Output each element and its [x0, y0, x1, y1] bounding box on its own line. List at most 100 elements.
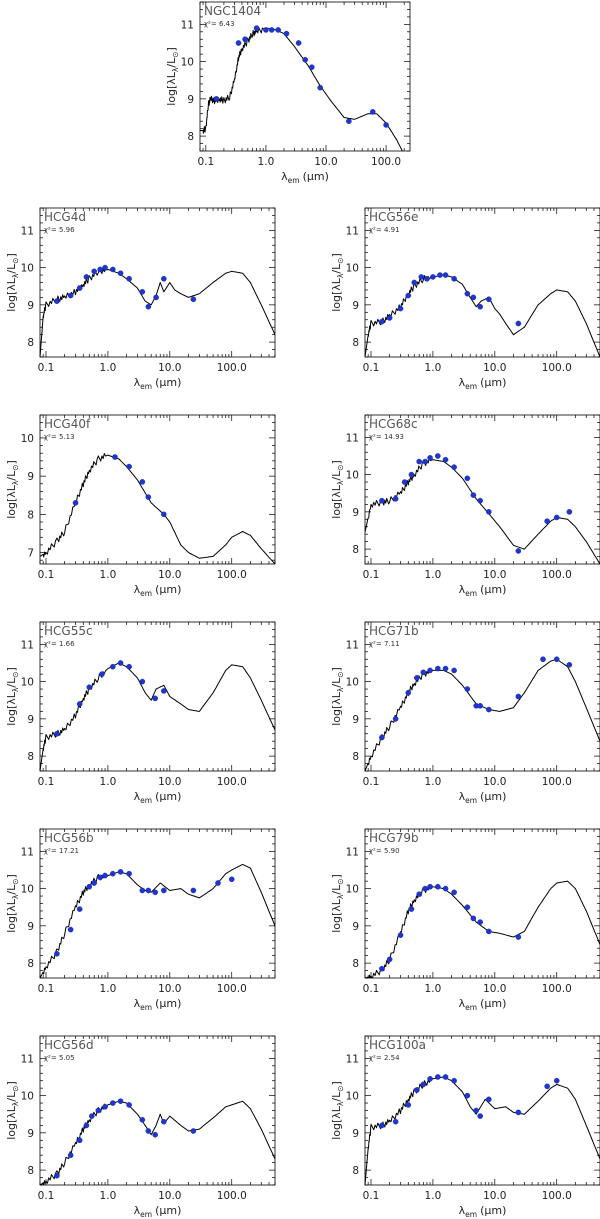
y-label-mid: /L — [330, 677, 343, 688]
y-label-sub1: λ — [336, 687, 345, 692]
y-label-sub2: ⊙ — [336, 1086, 345, 1092]
y-tick-label: 10 — [21, 263, 34, 275]
panel-title: HCG40f — [44, 417, 91, 431]
data-point — [515, 1109, 522, 1116]
x-tick-label: 0.1 — [38, 983, 55, 995]
data-point — [379, 734, 385, 741]
data-point — [435, 453, 441, 459]
data-point — [97, 266, 103, 273]
model-sed-line — [200, 27, 403, 151]
y-tick-label: 10 — [181, 57, 194, 69]
x-tick-label: 100.0 — [217, 1190, 247, 1202]
y-label-mid: /L — [330, 884, 343, 895]
x-label-subscript: em — [465, 382, 477, 391]
x-label-subscript: em — [465, 1210, 477, 1219]
x-tick-label: 10.0 — [483, 1190, 506, 1202]
y-label-mid: /L — [330, 263, 343, 274]
y-label-sub1: λ — [11, 273, 20, 278]
data-point — [161, 511, 167, 518]
x-tick-label: 100.0 — [542, 362, 572, 374]
chi-squared-label: χ²= 5.13 — [44, 433, 75, 441]
x-tick-label: 0.1 — [197, 156, 214, 168]
x-label-symbol: λ — [459, 1204, 466, 1217]
chi-squared-label: χ²= 7.11 — [369, 640, 400, 648]
x-label-symbol: λ — [134, 1204, 141, 1217]
plot-frame — [39, 621, 276, 772]
data-point — [76, 701, 83, 707]
y-label-end: ] — [5, 874, 18, 878]
data-point — [86, 684, 93, 690]
data-point — [67, 292, 74, 299]
data-point — [145, 303, 152, 310]
panel-title: HCG55c — [44, 624, 93, 638]
x-label-subscript: em — [140, 1003, 152, 1012]
y-label-sub1: λ — [11, 687, 20, 692]
x-tick-label: 0.1 — [363, 569, 380, 581]
data-point — [97, 874, 103, 881]
chi-squared-label: χ²= 2.54 — [369, 1054, 400, 1062]
y-label-sub2: ⊙ — [11, 465, 20, 471]
data-point — [416, 458, 422, 465]
x-label-subscript: em — [465, 1003, 477, 1012]
y-tick-label: 10 — [21, 433, 34, 445]
data-point — [139, 887, 146, 894]
y-label-mid: /L — [5, 1091, 18, 1102]
model-sed-line — [40, 267, 275, 357]
data-point — [268, 27, 275, 33]
model-sed-line — [365, 457, 600, 564]
data-point — [408, 906, 415, 912]
data-point — [190, 296, 197, 303]
x-label-symbol: λ — [134, 583, 141, 596]
x-label-symbol: λ — [459, 997, 466, 1010]
data-point — [435, 883, 441, 890]
x-tick-label: 0.1 — [38, 569, 55, 581]
model-sed-line — [365, 658, 600, 771]
data-point — [83, 1122, 90, 1129]
data-point — [464, 475, 471, 482]
data-point — [416, 891, 422, 897]
data-point — [379, 965, 385, 972]
x-label-symbol: λ — [134, 376, 141, 389]
data-point — [112, 454, 118, 460]
data-point — [275, 27, 281, 33]
data-point — [464, 904, 471, 911]
chi-squared-label: χ²= 4.91 — [369, 226, 400, 234]
data-point — [486, 509, 492, 515]
data-point — [110, 1100, 116, 1106]
y-label-sub2: ⊙ — [11, 672, 20, 678]
x-tick-label: 1.0 — [425, 1190, 442, 1202]
data-point — [386, 315, 393, 321]
y-label-mid: /L — [330, 1091, 343, 1102]
chi-squared-label: χ²= 1.66 — [44, 640, 75, 648]
y-label-main: log[λL — [165, 71, 178, 106]
model-sed-line — [365, 1076, 600, 1185]
data-point — [152, 695, 158, 702]
y-tick-label: 10 — [346, 263, 359, 275]
x-tick-label: 0.1 — [38, 1190, 55, 1202]
data-point — [418, 274, 425, 280]
y-label-main: log[λL — [330, 898, 343, 933]
data-point — [544, 518, 550, 524]
y-label-mid: /L — [5, 884, 18, 895]
model-sed-line — [40, 1100, 275, 1185]
x-tick-label: 10.0 — [483, 362, 506, 374]
data-point — [145, 1128, 152, 1134]
y-label-sub2: ⊙ — [171, 52, 180, 58]
y-label-main: log[λL — [5, 1105, 18, 1140]
data-point — [486, 928, 492, 935]
data-point — [451, 464, 457, 470]
data-point — [86, 883, 93, 890]
x-tick-label: 10.0 — [158, 569, 181, 581]
data-point — [477, 1113, 483, 1119]
data-point — [477, 919, 483, 925]
data-point — [392, 496, 399, 502]
data-point — [470, 915, 477, 922]
data-point — [126, 1102, 132, 1108]
y-tick-label: 10 — [21, 884, 34, 896]
x-axis-label: λem (μm) — [134, 997, 182, 1012]
data-point — [411, 279, 418, 286]
data-point — [242, 36, 248, 43]
x-label-unit: (μm) — [480, 997, 506, 1010]
